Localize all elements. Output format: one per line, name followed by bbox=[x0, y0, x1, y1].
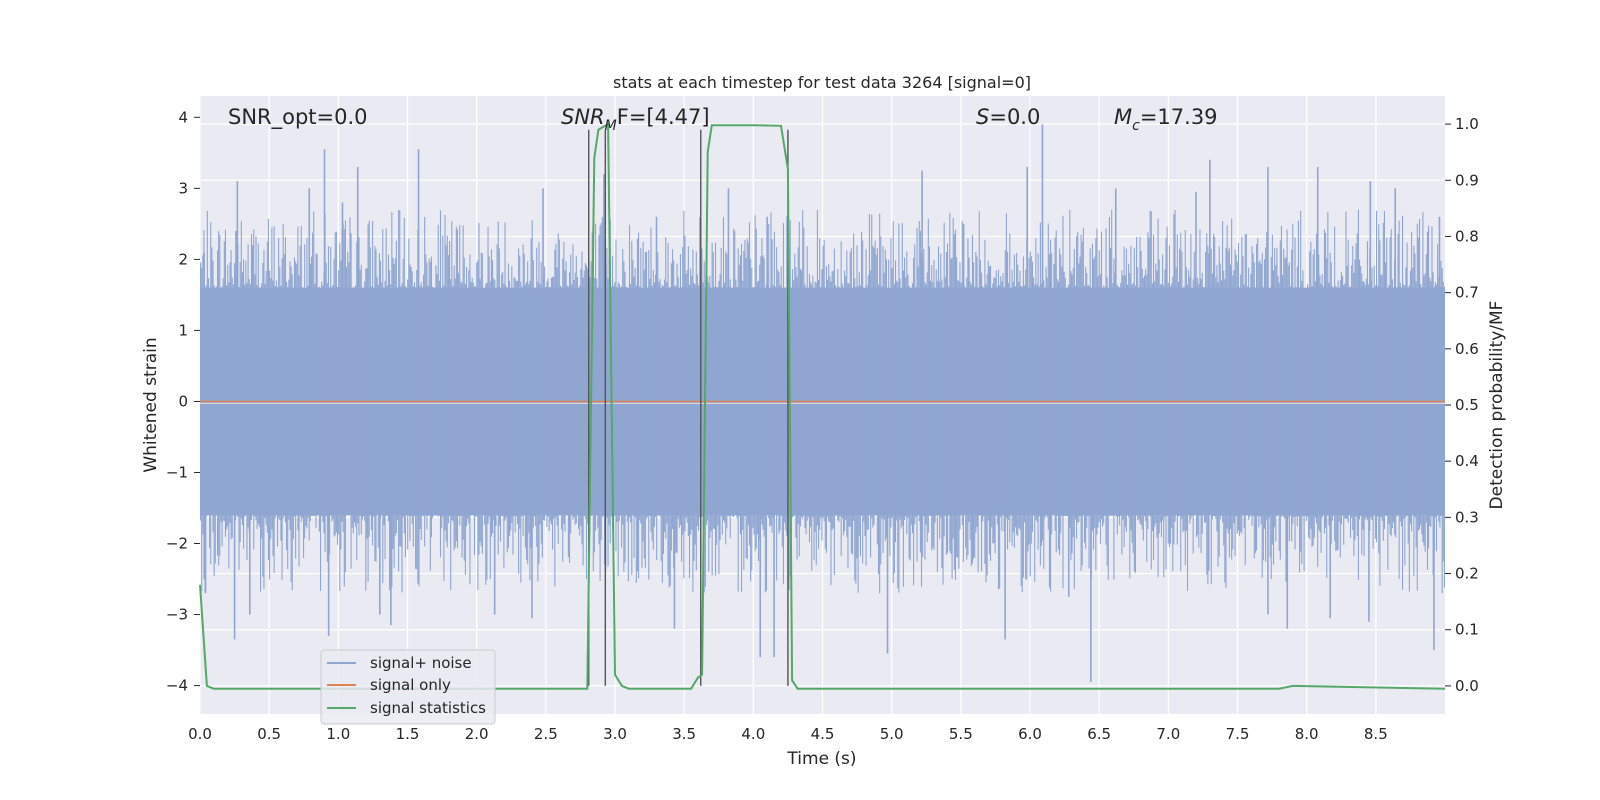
snr-mf-subscript: M bbox=[605, 118, 617, 134]
y2-axis-label: Detection probability/MF bbox=[1487, 301, 1507, 510]
y2-tick-label: 1.0 bbox=[1455, 115, 1479, 133]
y-tick-label: 3 bbox=[178, 179, 188, 197]
x-tick-label: 0.0 bbox=[188, 725, 212, 743]
y2-tick-label: 0.6 bbox=[1455, 340, 1479, 358]
x-tick-label: 2.0 bbox=[465, 725, 489, 743]
y2-tick-label: 0.0 bbox=[1455, 677, 1479, 695]
legend-label-noise: signal+ noise bbox=[370, 654, 472, 672]
chart-title: stats at each timestep for test data 326… bbox=[613, 73, 1031, 92]
x-tick-label: 6.5 bbox=[1087, 725, 1111, 743]
mc-annotation: Mc=17.39 bbox=[1114, 105, 1218, 134]
y2-axis-ticks: 1.0 0.9 0.8 0.7 0.6 0.5 0.4 0.3 0.2 0.1 0.0 bbox=[1445, 115, 1479, 695]
snr-mf-annotation: SNRMF=[4.47] bbox=[561, 105, 710, 134]
legend-label-signal: signal only bbox=[370, 676, 451, 694]
y2-tick-label: 0.9 bbox=[1455, 171, 1479, 189]
legend-label-statistics: signal statistics bbox=[370, 699, 486, 717]
snr-opt-annotation: SNR_opt=0.0 bbox=[228, 105, 368, 130]
y2-tick-label: 0.5 bbox=[1455, 396, 1479, 414]
y2-tick-label: 0.3 bbox=[1455, 508, 1479, 526]
signal-series bbox=[200, 400, 1445, 405]
x-tick-label: 7.5 bbox=[1226, 725, 1250, 743]
y-tick-label: −3 bbox=[166, 606, 188, 624]
x-axis-ticks: 0.0 0.5 1.0 1.5 2.0 2.5 3.0 3.5 4.0 4.5 5.0 5.5 6.0 6… bbox=[188, 725, 1388, 743]
statistics-series bbox=[199, 122, 1446, 690]
x-tick-label: 0.5 bbox=[257, 725, 281, 743]
y-tick-label: −1 bbox=[166, 463, 188, 481]
signal-statistics-line bbox=[199, 122, 1446, 690]
snr-mf-symbol: SNR bbox=[561, 105, 605, 129]
y2-tick-label: 0.2 bbox=[1455, 565, 1479, 583]
y-tick-label: −2 bbox=[166, 535, 188, 553]
x-tick-label: 1.5 bbox=[396, 725, 420, 743]
y-tick-label: −4 bbox=[166, 677, 188, 695]
s-annotation: S=0.0 bbox=[976, 105, 1040, 129]
x-tick-label: 8.5 bbox=[1364, 725, 1388, 743]
legend: signal+ noise signal only signal statist… bbox=[320, 649, 496, 725]
x-tick-label: 8.0 bbox=[1295, 725, 1319, 743]
y2-tick-label: 0.4 bbox=[1455, 452, 1479, 470]
x-tick-label: 3.5 bbox=[672, 725, 696, 743]
snr-mf-value: F=[4.47] bbox=[617, 105, 710, 129]
x-tick-label: 4.5 bbox=[811, 725, 835, 743]
mc-value: =17.39 bbox=[1140, 105, 1218, 129]
x-tick-label: 3.0 bbox=[603, 725, 627, 743]
y-tick-label: 0 bbox=[178, 392, 188, 410]
x-tick-label: 4.0 bbox=[741, 725, 765, 743]
x-tick-label: 6.0 bbox=[1018, 725, 1042, 743]
y2-tick-label: 0.7 bbox=[1455, 284, 1479, 302]
x-axis-label: Time (s) bbox=[786, 749, 856, 769]
mc-symbol: M bbox=[1114, 105, 1132, 129]
x-tick-label: 5.0 bbox=[880, 725, 904, 743]
y-axis-label: Whitened strain bbox=[141, 337, 161, 472]
y2-tick-label: 0.8 bbox=[1455, 227, 1479, 245]
x-tick-label: 5.5 bbox=[949, 725, 973, 743]
x-tick-label: 1.0 bbox=[326, 725, 350, 743]
y-tick-label: 2 bbox=[178, 250, 188, 268]
x-tick-label: 7.0 bbox=[1156, 725, 1180, 743]
y-tick-label: 4 bbox=[178, 108, 188, 126]
x-tick-label: 2.5 bbox=[534, 725, 558, 743]
y2-tick-label: 0.1 bbox=[1455, 621, 1479, 639]
legend-box bbox=[320, 649, 496, 725]
mc-subscript: c bbox=[1132, 118, 1140, 134]
y-axis-ticks: 4 3 2 1 0 −1 −2 −3 −4 bbox=[166, 108, 200, 695]
s-symbol: S bbox=[976, 105, 989, 129]
s-value: =0.0 bbox=[989, 105, 1040, 129]
y-tick-label: 1 bbox=[178, 321, 188, 339]
